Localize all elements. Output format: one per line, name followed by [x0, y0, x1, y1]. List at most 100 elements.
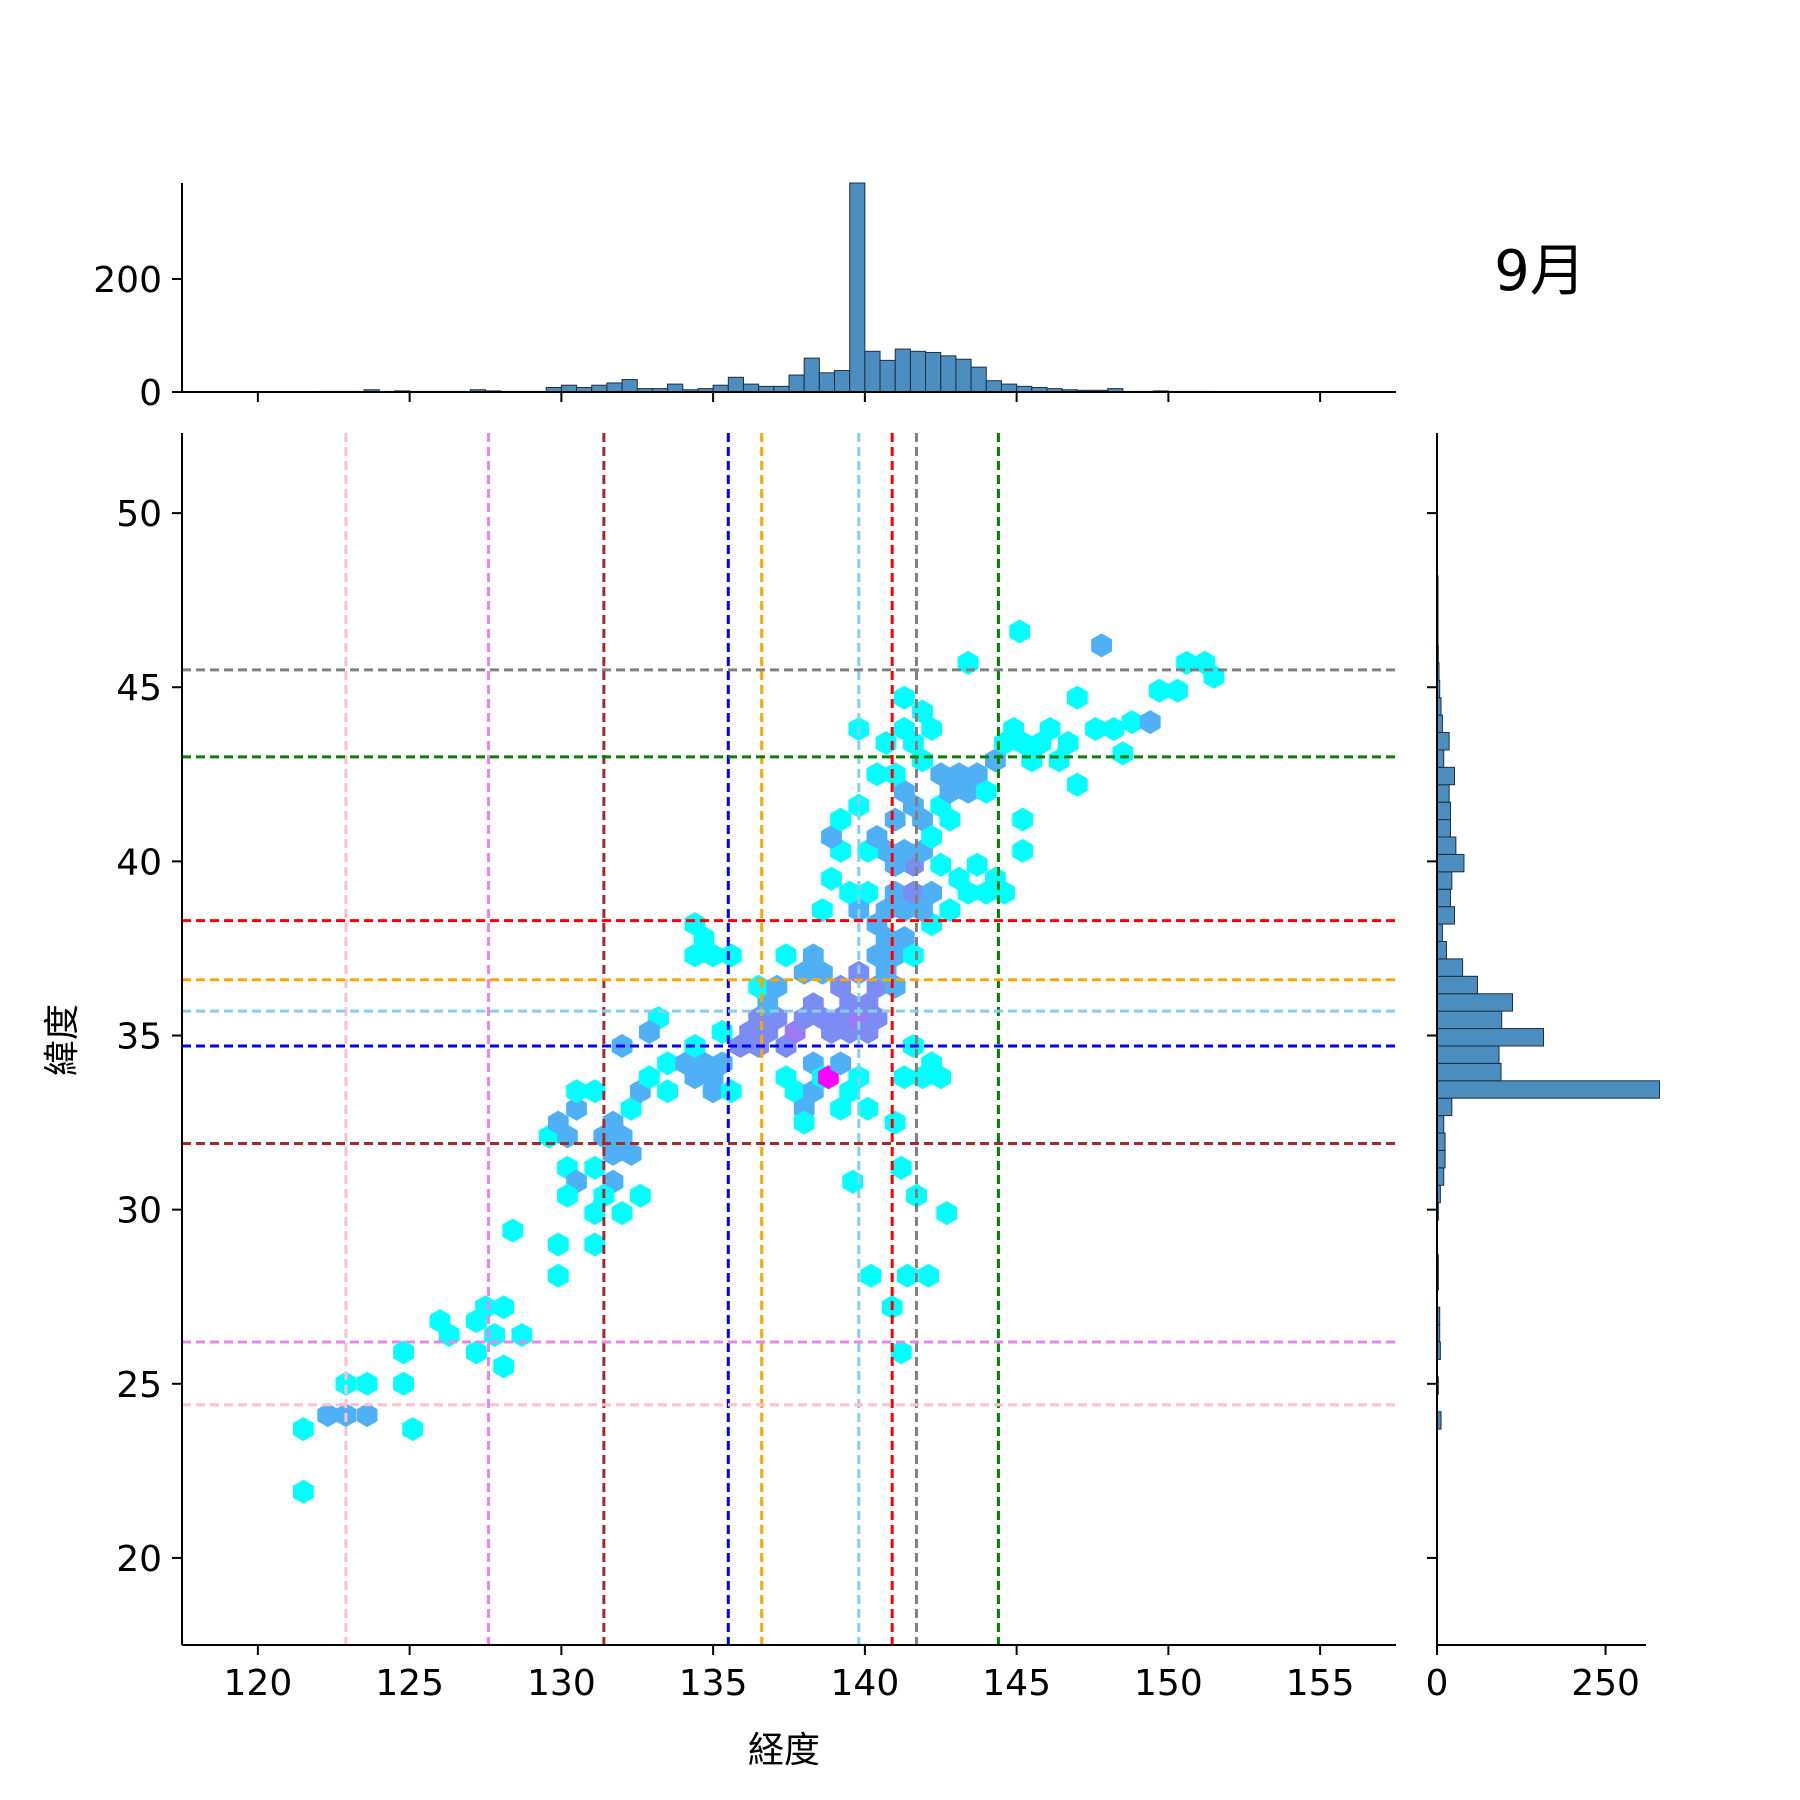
hexbin-cell — [1066, 772, 1088, 797]
main-hexbin-plot: 120 125 130 135 140 145 150 155 20 25 30 35 40 45 50 — [116, 433, 1396, 1704]
right-histogram-bar — [1436, 958, 1464, 977]
top-histogram-bar — [955, 358, 972, 393]
hexbin-cell — [921, 717, 942, 741]
hexbin-cell — [511, 1323, 533, 1347]
hexbin-cell — [884, 1110, 906, 1135]
hexbin-cell — [936, 1201, 958, 1226]
hexbin-cell — [1066, 685, 1088, 710]
top-histogram-bar — [788, 374, 805, 393]
right-histogram-bar — [1436, 1010, 1503, 1030]
hexbin-cell — [393, 1340, 414, 1365]
hexbin-cell — [985, 748, 1006, 773]
hexbin-cell — [884, 880, 906, 905]
hexbin-cell — [1048, 748, 1070, 773]
hexbin-cell — [939, 898, 961, 923]
hexbin-cell — [335, 1371, 357, 1396]
right-histogram-bar — [1436, 1149, 1446, 1169]
hexbin-cell — [966, 762, 988, 787]
hexbin-cell — [897, 1263, 918, 1288]
hexbin-cell — [839, 880, 861, 905]
hexbin-cell — [939, 807, 961, 832]
x-tick-label: 155 — [1286, 1663, 1355, 1704]
hexbin-cell — [893, 717, 915, 741]
hexbin-cell — [693, 926, 715, 950]
hexbin-cell — [918, 1263, 939, 1288]
hexbin-cell — [821, 825, 842, 849]
top-histogram-bar — [970, 366, 987, 393]
right-histogram-bar — [1436, 784, 1450, 803]
hexbin-cell — [657, 1051, 678, 1076]
hexbin-cell — [1039, 717, 1061, 741]
hexbin-cell — [393, 1371, 414, 1396]
hexbin-cell — [893, 926, 915, 950]
hexbin-cell — [620, 1096, 642, 1121]
y-tick-label: 20 — [116, 1539, 162, 1580]
hexbin-cell — [602, 1110, 624, 1135]
hexbin-cell — [557, 1183, 578, 1208]
right-hist-x-tick-label: 0 — [1426, 1663, 1449, 1704]
hexbin-cell — [602, 1141, 624, 1166]
hexbin-cell — [611, 1201, 633, 1226]
hexbin-cell — [939, 779, 961, 804]
right-marginal-histogram: 0 250 — [1426, 433, 1660, 1704]
reference-lines — [182, 433, 1396, 1645]
y-axis-label: 緯度 — [42, 1004, 83, 1076]
hexbin-cell — [966, 852, 988, 877]
hexbin-cell — [1012, 807, 1034, 832]
hexbin-cell — [1103, 717, 1125, 741]
right-histogram-bar — [1436, 871, 1453, 890]
hexbin-cell — [1009, 619, 1031, 644]
top-histogram-bar — [712, 384, 729, 393]
hexbin-cell — [584, 1155, 606, 1180]
hexbin-cell — [860, 1263, 882, 1288]
hexbin-cell — [639, 1065, 660, 1090]
hexbin-cell — [821, 866, 842, 891]
hexbin-cell — [802, 943, 824, 968]
x-tick-label: 125 — [375, 1663, 444, 1704]
top-histogram-bar — [560, 384, 578, 393]
chart-title: 9月 — [1494, 239, 1586, 304]
right-histogram-bar — [1436, 1080, 1660, 1099]
hexbin-cell — [293, 1479, 314, 1504]
hexbin-cell — [629, 1183, 651, 1208]
hexbin-cell — [957, 880, 979, 905]
hexbin-cell — [890, 1340, 912, 1365]
hexbin-cell — [1139, 710, 1161, 735]
hexbin-cell — [930, 762, 952, 787]
hexbin-cell — [903, 880, 924, 905]
hexbin-cell — [1003, 717, 1024, 741]
y-tick-label: 35 — [116, 1017, 162, 1058]
hexbin-cell — [584, 1201, 606, 1226]
right-histogram-bar — [1436, 1062, 1502, 1082]
hexbin-cell — [830, 807, 851, 832]
top-histogram-bar — [1000, 383, 1018, 393]
right-histogram-bar — [1436, 1028, 1545, 1047]
hexbin-cell — [893, 1065, 915, 1090]
hexbin-cell — [1012, 838, 1034, 863]
top-histogram-bar — [894, 348, 911, 393]
right-histogram-bar — [1436, 906, 1456, 925]
right-histogram-bar — [1436, 801, 1451, 821]
hexbin-cell — [720, 1079, 742, 1104]
hexbin-cell — [912, 748, 933, 773]
hexbin-cell — [1148, 678, 1170, 703]
right-histogram-bar — [1436, 1045, 1500, 1064]
hexbin-cell — [293, 1417, 314, 1442]
hexbin-cell — [317, 1403, 339, 1428]
hexbin-cell — [1021, 748, 1043, 773]
hexbin-cell — [1121, 710, 1143, 735]
hexbin-cell — [502, 1218, 524, 1243]
right-histogram-bar — [1436, 975, 1478, 995]
hexbin-cell — [1057, 731, 1079, 755]
hexbin-cell — [866, 943, 888, 968]
hexbin-cell — [893, 898, 915, 923]
top-histogram-bar — [879, 359, 896, 393]
hexbin-cell — [884, 943, 906, 968]
hexbin-cell — [356, 1403, 378, 1428]
y-tick-label: 45 — [116, 668, 162, 709]
hexbin-cell — [466, 1340, 487, 1365]
hexbin-cell — [884, 807, 906, 832]
top-hist-y-tick-label: 0 — [139, 373, 162, 414]
top-histogram-bar — [909, 350, 927, 393]
